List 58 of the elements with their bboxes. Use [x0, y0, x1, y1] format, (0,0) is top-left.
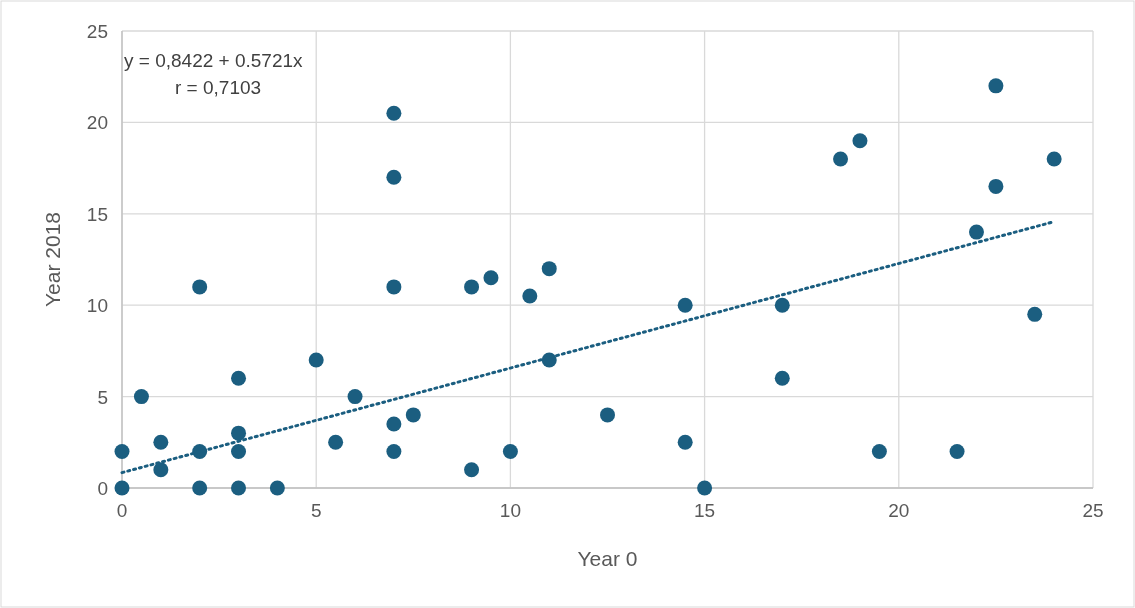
point — [328, 434, 344, 450]
point — [483, 270, 499, 286]
point — [269, 480, 285, 496]
point — [1027, 306, 1043, 322]
x-axis-title: Year 0 — [577, 547, 638, 570]
point — [522, 288, 538, 304]
point — [405, 407, 421, 423]
point — [774, 370, 790, 386]
point — [386, 443, 402, 459]
point — [968, 224, 984, 240]
annotation: y = 0,8422 + 0.5721x — [124, 50, 304, 71]
y-tick-label: 15 — [86, 203, 108, 225]
point — [464, 462, 480, 478]
point — [852, 133, 868, 149]
point — [386, 279, 402, 295]
point — [153, 434, 169, 450]
point — [347, 389, 363, 405]
point — [308, 352, 324, 368]
point — [1046, 151, 1062, 167]
point — [697, 480, 713, 496]
point — [386, 416, 402, 432]
x-tick-label: 20 — [888, 500, 910, 521]
y-axis-title: Year 2018 — [41, 212, 64, 307]
point — [988, 178, 1004, 194]
point — [192, 279, 208, 295]
point — [386, 169, 402, 185]
point — [114, 443, 130, 459]
point — [133, 389, 149, 405]
y-tick-label: 5 — [97, 386, 108, 408]
point — [988, 78, 1004, 94]
point — [386, 105, 402, 121]
x-tick-label: 5 — [310, 500, 322, 521]
y-tick-label: 25 — [86, 21, 108, 42]
point — [600, 407, 615, 423]
point — [231, 443, 247, 459]
point — [114, 480, 130, 496]
point — [502, 443, 518, 459]
x-tick-label: 15 — [694, 500, 716, 521]
x-tick-label: 0 — [116, 500, 128, 521]
point — [677, 434, 693, 450]
point — [231, 480, 247, 496]
point — [231, 425, 247, 441]
point — [192, 480, 208, 496]
point — [153, 462, 169, 478]
point — [871, 443, 887, 459]
y-tick-label: 20 — [86, 112, 108, 134]
y-tick-label: 10 — [86, 295, 108, 317]
point — [677, 297, 693, 313]
point — [464, 279, 480, 295]
point — [541, 261, 557, 277]
point — [949, 443, 965, 459]
point — [833, 151, 849, 167]
x-tick-label: 10 — [499, 500, 521, 521]
annotation: r = 0,7103 — [175, 77, 262, 98]
point — [774, 297, 790, 313]
x-tick-label: 25 — [1082, 500, 1104, 521]
y-tick-label: 0 — [97, 478, 108, 499]
point — [231, 370, 247, 386]
